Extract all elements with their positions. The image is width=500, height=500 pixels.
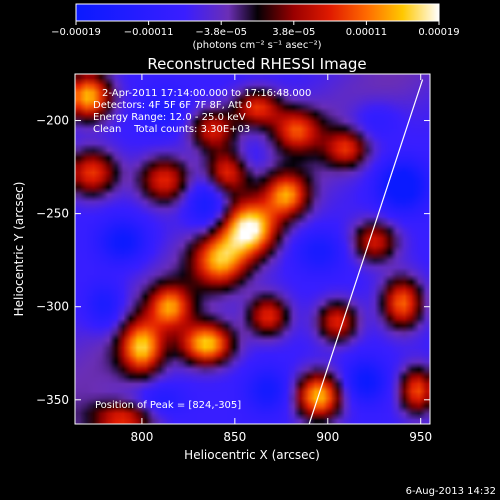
clean-info-text: Clean Total counts: 3.30E+03 (93, 124, 250, 135)
time-range-text: 2-Apr-2011 17:14:00.000 to 17:16:48.000 (102, 88, 311, 99)
heatmap-image (75, 74, 430, 424)
colorbar-tick-label: 0.00011 (346, 27, 387, 38)
x-tick-label: 950 (409, 430, 432, 444)
y-tick-label: −250 (36, 207, 69, 221)
colorbar-tick-label: −0.00011 (124, 27, 174, 38)
detectors-text: Detectors: 4F 5F 6F 7F 8F, Att 0 (93, 100, 252, 111)
y-tick-label: −350 (36, 393, 69, 407)
annotations: 2-Apr-2011 17:14:00.000 to 17:16:48.000 … (93, 88, 311, 411)
colorbar-ticks: −0.00019 −0.00011 −3.8e−05 3.8e−05 0.00011 0.… (51, 21, 460, 38)
x-axis-label: Heliocentric X (arcsec) (184, 448, 320, 462)
energy-range-text: Energy Range: 12.0 - 25.0 keV (93, 112, 246, 123)
y-tick-label: −200 (36, 114, 69, 128)
x-tick-label: 900 (316, 430, 339, 444)
chart-title: Reconstructed RHESSI Image (147, 55, 366, 73)
x-tick-label: 850 (223, 430, 246, 444)
plot-frame (74, 73, 431, 425)
colorbar-tick-label: −3.8e−05 (195, 27, 247, 38)
heatmap-area (75, 74, 430, 424)
footer-date: 6-Aug-2013 14:32 (406, 486, 496, 497)
colorbar: −0.00019 −0.00011 −3.8e−05 3.8e−05 0.00011 0.… (51, 3, 460, 51)
colorbar-units: (photons cm⁻² s⁻¹ asec⁻²) (192, 40, 321, 51)
colorbar-tick-label: 0.00019 (418, 27, 459, 38)
colorbar-tick-label: 3.8e−05 (272, 27, 315, 38)
colorbar-bar (75, 3, 440, 22)
x-tick-label: 800 (130, 430, 153, 444)
solar-limb-line (308, 79, 424, 424)
y-tick-label: −300 (36, 300, 69, 314)
peak-position-text: Position of Peak = [824,-305] (95, 400, 241, 411)
y-axis-label: Heliocentric Y (arcsec) (12, 182, 26, 317)
colorbar-tick-label: −0.00019 (51, 27, 101, 38)
axis-ticks: 800 850 900 950 −200 −250 −300 −350 (36, 74, 432, 444)
